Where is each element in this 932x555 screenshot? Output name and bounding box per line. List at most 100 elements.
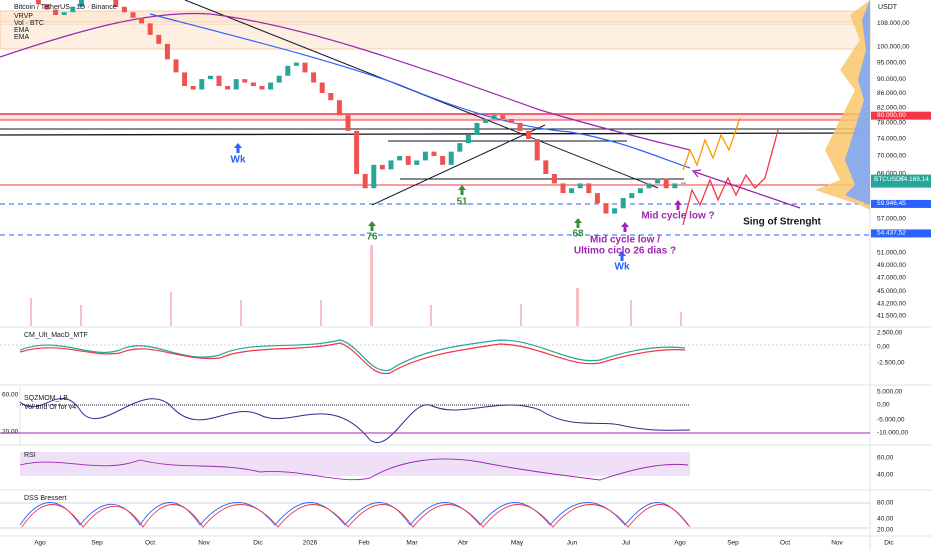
drawings	[0, 0, 871, 236]
candle	[500, 115, 506, 120]
price-tick-label: 95.000,00	[877, 59, 906, 66]
badge-label: 64.169,14	[900, 176, 929, 183]
candle	[534, 139, 540, 161]
axis-label: 80,00	[877, 500, 894, 507]
price-tick-label: 45.000,00	[877, 288, 906, 295]
candle	[526, 130, 532, 140]
price-badge	[871, 111, 931, 120]
candle	[517, 122, 523, 131]
indicator-label[interactable]: EMA	[14, 34, 30, 41]
candle	[474, 122, 480, 135]
candle	[345, 115, 351, 131]
candle	[225, 86, 231, 90]
candle	[629, 193, 635, 199]
axis-label: 60,00	[877, 455, 894, 462]
time-label: 2026	[303, 540, 318, 547]
volume	[30, 245, 682, 326]
supply-zone	[0, 23, 871, 50]
candle	[440, 156, 446, 165]
arrows	[234, 143, 682, 261]
candle	[405, 156, 411, 165]
price-tick-label: 49.000,00	[877, 262, 906, 269]
candle	[371, 164, 377, 189]
candle	[577, 183, 583, 189]
time-label: Ago	[34, 540, 46, 547]
badge-label: 54.437,52	[877, 230, 906, 237]
candle	[164, 43, 170, 60]
candle	[216, 75, 222, 87]
candle	[259, 86, 265, 90]
candle	[680, 182, 686, 184]
candle	[465, 134, 471, 144]
time-label: Nov	[831, 540, 843, 547]
candle	[242, 79, 248, 83]
candle	[44, 4, 50, 10]
pane-subtitle[interactable]: Vol and OI for v4	[24, 404, 76, 411]
candle	[354, 130, 360, 175]
time-label: Dic	[884, 540, 894, 547]
axis-label: 60,00	[2, 392, 19, 399]
pane-title[interactable]: DSS Bressert	[24, 495, 66, 502]
candle	[70, 6, 76, 13]
annotation: 76	[366, 232, 378, 243]
candle	[285, 65, 291, 76]
price-tick-label: 43.200,00	[877, 300, 906, 307]
candle	[276, 75, 282, 83]
time-label: Sep	[91, 540, 103, 547]
candle	[139, 17, 145, 24]
price-badge	[871, 174, 931, 188]
indicator-label[interactable]: EMA	[14, 27, 30, 34]
annotations: Wk 76 51 68 Mid cycle low /Ultimo ciclo 26 d…	[231, 155, 822, 273]
axis-label: 20,00	[877, 527, 894, 534]
candle	[551, 174, 557, 184]
time-label: May	[511, 540, 524, 547]
price-tick-label: 47.000,00	[877, 275, 906, 282]
candle	[121, 6, 127, 13]
pane-title[interactable]: CM_Ult_MacD_MTF	[24, 332, 88, 339]
candle	[35, 0, 41, 5]
candle	[293, 62, 299, 66]
price-tick-label: 100.000,00	[877, 44, 910, 51]
candle	[543, 160, 549, 175]
candle	[233, 79, 239, 90]
axis-label: 5.000,00	[877, 389, 903, 396]
symbol-title[interactable]: Bitcoin / TetherUS · 1D · Binance	[14, 4, 117, 11]
candle	[336, 100, 342, 116]
indicator-label[interactable]: Vol · BTC	[14, 20, 44, 27]
price-tick-label: 86.000,00	[877, 90, 906, 97]
candle	[311, 72, 317, 83]
indicator-label[interactable]: VRVP	[14, 13, 33, 20]
axis-label: 0,00	[877, 344, 890, 351]
candle	[250, 82, 256, 87]
candles	[35, 0, 686, 214]
price-badge	[871, 199, 931, 208]
candle	[414, 160, 420, 165]
candle	[569, 188, 575, 194]
axis-label: 0,00	[877, 402, 890, 409]
candle	[78, 0, 84, 7]
candle	[637, 188, 643, 194]
badge-label: 80.000,00	[877, 112, 906, 119]
price-tick-label: 82.000,00	[877, 104, 906, 111]
candle	[422, 151, 428, 161]
axis-unit: USDT	[878, 4, 898, 11]
candle	[646, 183, 652, 189]
candle	[113, 0, 119, 7]
candle	[388, 160, 394, 170]
price-axis: 108.000,00 100.000,00 95.000,00 90.000,00 86…	[871, 20, 931, 320]
pane-title[interactable]: SQZMOM_LB	[24, 395, 68, 402]
price-badge	[871, 229, 931, 238]
price-tick-label: 66.000,00	[877, 171, 906, 178]
time-label: Jun	[567, 540, 578, 547]
axis-label: 20,00	[2, 429, 19, 436]
pane-title[interactable]: RSI	[24, 452, 36, 459]
candle	[207, 75, 213, 80]
candle	[663, 178, 669, 189]
candle	[130, 12, 136, 18]
time-label: Oct	[145, 540, 155, 547]
time-label: Mar	[406, 540, 418, 547]
axis-label: -2.500,00	[877, 360, 905, 367]
candle	[182, 72, 188, 87]
annotation: Sing of Strenght	[743, 217, 821, 228]
